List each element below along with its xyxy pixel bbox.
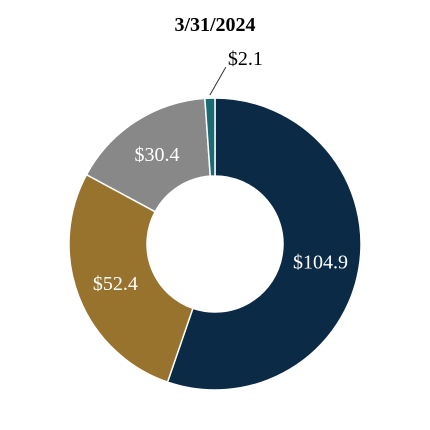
donut-slice-1: [68, 173, 194, 384]
slice-label-0: $104.9: [293, 252, 348, 274]
slice-label-2: $30.4: [135, 144, 180, 166]
chart-title: 3/31/2024: [174, 14, 256, 36]
slice-label-3: $2.1: [228, 48, 263, 70]
donut-slice-0: [166, 97, 362, 391]
donut-slice-3: [204, 97, 216, 177]
slice-label-1: $52.4: [93, 273, 138, 295]
leader-line-3: [209, 66, 227, 96]
donut-slice-2: [85, 97, 212, 213]
